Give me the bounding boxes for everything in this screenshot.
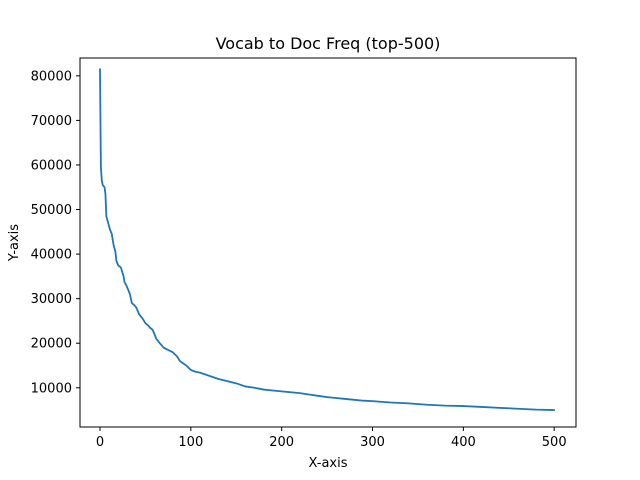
x-axis-label: X-axis <box>309 456 348 471</box>
y-axis-label: Y-axis <box>7 224 22 262</box>
chart-title: Vocab to Doc Freq (top-500) <box>216 34 441 53</box>
y-tick-label: 80000 <box>31 69 72 84</box>
series-line-0 <box>99 68 556 411</box>
x-tick-label: 400 <box>451 435 476 450</box>
x-tick-label: 0 <box>96 435 104 450</box>
x-tick-label: 200 <box>269 435 294 450</box>
y-tick-label: 10000 <box>31 381 72 396</box>
plot-area <box>80 58 576 427</box>
y-tick-label: 70000 <box>31 114 72 129</box>
x-tick-label: 300 <box>360 435 385 450</box>
x-axis: 0 100 200 300 400 500 <box>96 427 567 450</box>
series-layer <box>99 68 556 411</box>
y-tick-label: 30000 <box>31 292 72 307</box>
y-tick-label: 20000 <box>31 337 72 352</box>
y-tick-label: 50000 <box>31 203 72 218</box>
x-tick-label: 500 <box>542 435 567 450</box>
plot-frame <box>79 57 577 428</box>
y-tick-label: 60000 <box>31 158 72 173</box>
x-tick-label: 100 <box>178 435 203 450</box>
y-tick-label: 40000 <box>31 248 72 263</box>
y-axis: 10000 20000 30000 40000 50000 60000 70000 80000 <box>31 69 80 396</box>
